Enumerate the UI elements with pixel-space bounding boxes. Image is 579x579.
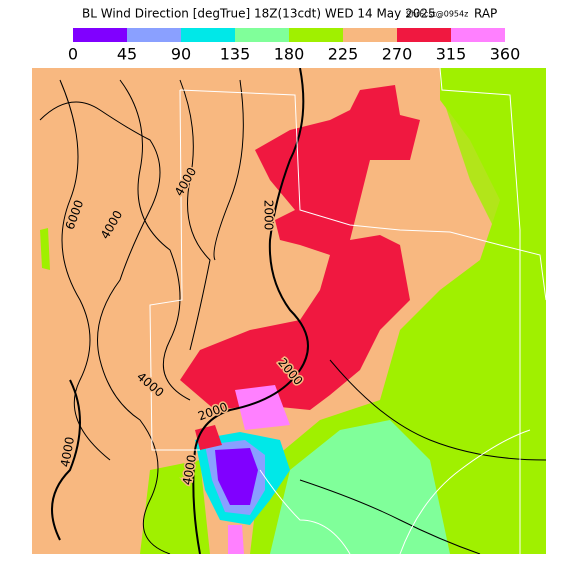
colorbar-tick-label: 135 bbox=[220, 45, 251, 64]
contour-label: 2000 bbox=[262, 200, 276, 231]
colorbar-swatch bbox=[73, 28, 127, 42]
colorbar-swatch bbox=[451, 28, 505, 42]
contour-label: 4000 bbox=[58, 436, 77, 469]
colorbar-tick-label: 360 bbox=[490, 45, 521, 64]
colorbar-tick-label: 90 bbox=[171, 45, 191, 64]
contour-label: 4000 bbox=[180, 454, 199, 487]
colorbar-swatch bbox=[397, 28, 451, 42]
colorbar-tick-label: 45 bbox=[117, 45, 137, 64]
colorbar-tick-label: 315 bbox=[436, 45, 467, 64]
forecast-label: 9hrFcst@0954z bbox=[406, 10, 468, 19]
model-label: RAP bbox=[474, 7, 497, 21]
colorbar-tick-label: 180 bbox=[274, 45, 305, 64]
map bbox=[32, 68, 546, 554]
colorbar-tick-label: 270 bbox=[382, 45, 413, 64]
colorbar-tick-label: 0 bbox=[68, 45, 78, 64]
colorbar-swatch bbox=[127, 28, 181, 42]
colorbar-swatch bbox=[235, 28, 289, 42]
colorbar-swatch bbox=[289, 28, 343, 42]
colorbar-swatch bbox=[343, 28, 397, 42]
colorbar: 0 45 90 135 180 225 270 315 360 bbox=[68, 28, 520, 64]
colorbar-swatch bbox=[181, 28, 235, 42]
map-title: BL Wind Direction [degTrue] 18Z(13cdt) W… bbox=[82, 7, 436, 21]
colorbar-tick-label: 225 bbox=[328, 45, 359, 64]
